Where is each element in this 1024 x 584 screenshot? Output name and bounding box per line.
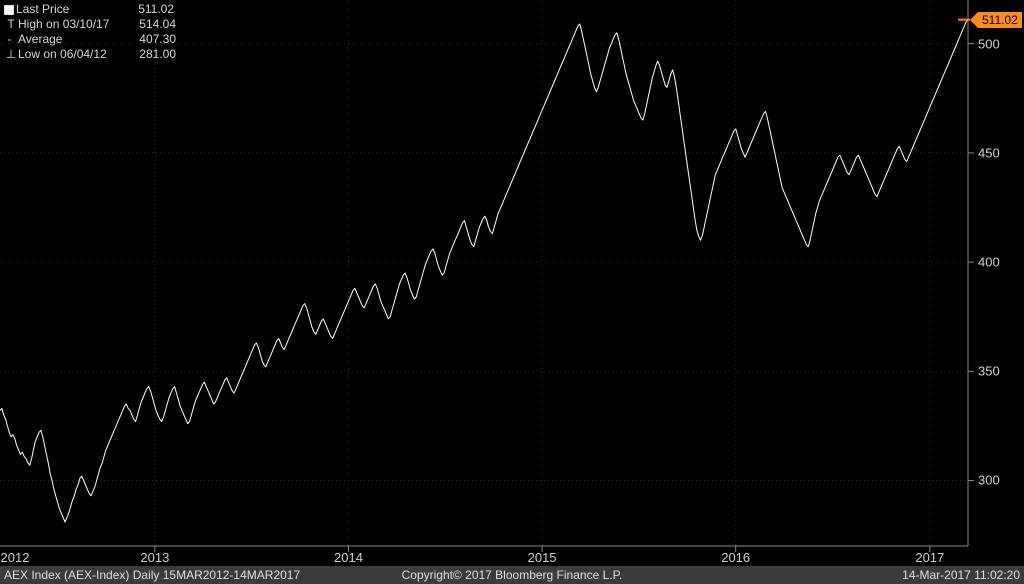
price-chart: Last Price 511.02 T High on 03/10/17 514… — [0, 0, 1024, 584]
x-tick-label: 2015 — [528, 550, 557, 565]
legend-box: Last Price 511.02 T High on 03/10/17 514… — [4, 2, 176, 62]
y-tick-label: 350 — [978, 364, 1000, 379]
x-tick-label: 2012 — [1, 550, 30, 565]
legend-value: 407.30 — [128, 32, 176, 47]
footer-bar: AEX Index (AEX-Index) Daily 15MAR2012-14… — [0, 566, 1024, 584]
x-tick-label: 2017 — [915, 550, 944, 565]
legend-label: Last Price — [16, 2, 126, 17]
chart-svg — [0, 0, 1024, 584]
footer-left: AEX Index (AEX-Index) Daily 15MAR2012-14… — [4, 568, 300, 582]
legend-value: 511.02 — [126, 2, 174, 17]
legend-row-high: T High on 03/10/17 514.04 — [4, 17, 176, 32]
legend-value: 281.00 — [128, 47, 176, 62]
legend-label: Low on 06/04/12 — [18, 47, 128, 62]
y-tick-label: 400 — [978, 255, 1000, 270]
footer-mid: Copyright© 2017 Bloomberg Finance L.P. — [402, 568, 623, 582]
legend-label: Average — [18, 32, 128, 47]
average-icon: - — [4, 32, 18, 47]
high-icon: T — [4, 17, 18, 32]
x-tick-label: 2013 — [140, 550, 169, 565]
y-tick-label: 300 — [978, 473, 1000, 488]
legend-label: High on 03/10/17 — [18, 17, 128, 32]
legend-row-low: ⊥ Low on 06/04/12 281.00 — [4, 47, 176, 62]
legend-row-last: Last Price 511.02 — [4, 2, 176, 17]
legend-value: 514.04 — [128, 17, 176, 32]
x-tick-label: 2016 — [721, 550, 750, 565]
y-tick-label: 500 — [978, 36, 1000, 51]
square-icon — [4, 5, 14, 15]
last-price-flag: 511.02 — [978, 12, 1022, 28]
legend-row-average: - Average 407.30 — [4, 32, 176, 47]
flag-value: 511.02 — [982, 13, 1018, 27]
low-icon: ⊥ — [4, 47, 18, 62]
y-tick-label: 450 — [978, 145, 1000, 160]
x-tick-label: 2014 — [334, 550, 363, 565]
footer-right: 14-Mar-2017 11:02:20 — [902, 568, 1020, 582]
